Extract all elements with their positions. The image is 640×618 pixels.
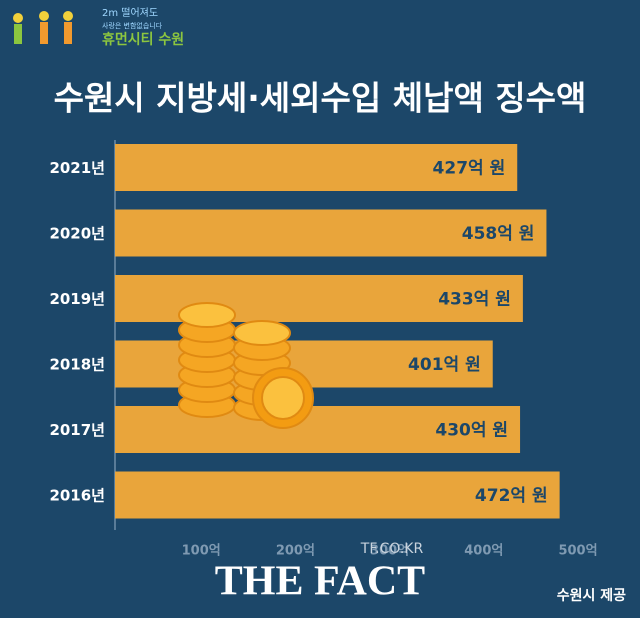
category-label: 2019년: [49, 290, 105, 308]
x-tick-label: 400억: [464, 544, 503, 559]
category-label: 2021년: [49, 159, 105, 177]
x-tick-label: 200억: [276, 544, 315, 559]
value-label: 472억 원: [475, 486, 548, 506]
source: 수원시 제공: [557, 588, 626, 604]
logo-line2: 사랑은 변함없습니다: [102, 21, 163, 30]
value-label: 458억 원: [462, 224, 535, 244]
plot: 100억 200억 300억 400억 500억 427억 원 2021년 458억 원 202…: [49, 144, 598, 559]
bar: [115, 144, 518, 191]
category-label: 2016년: [49, 487, 105, 505]
brand: THE FACT: [215, 559, 425, 605]
category-label: 2020년: [49, 225, 105, 243]
value-label: 430억 원: [435, 421, 508, 441]
watermark: TF.CO.KR: [360, 541, 424, 557]
bar: [115, 209, 547, 257]
coins-decoration: [178, 302, 314, 429]
value-label: 433억 원: [438, 290, 511, 310]
logo-name: 휴먼시티 수원: [102, 31, 184, 48]
bar: [115, 406, 521, 453]
value-label: 401억 원: [408, 355, 481, 375]
logo-line1: 2m 떨어져도: [102, 7, 158, 19]
value-label: 427억 원: [433, 159, 506, 179]
x-tick-label: 500억: [558, 544, 597, 559]
x-tick-label: 100억: [182, 544, 221, 559]
logo-figures: [13, 11, 73, 44]
x-tick-label: 300억: [370, 544, 409, 559]
bar: [115, 471, 560, 519]
category-label: 2017년: [49, 421, 105, 439]
category-label: 2018년: [49, 356, 105, 374]
chart-title: 수원시 지방세·세외수입 체납액 징수액: [54, 79, 587, 118]
